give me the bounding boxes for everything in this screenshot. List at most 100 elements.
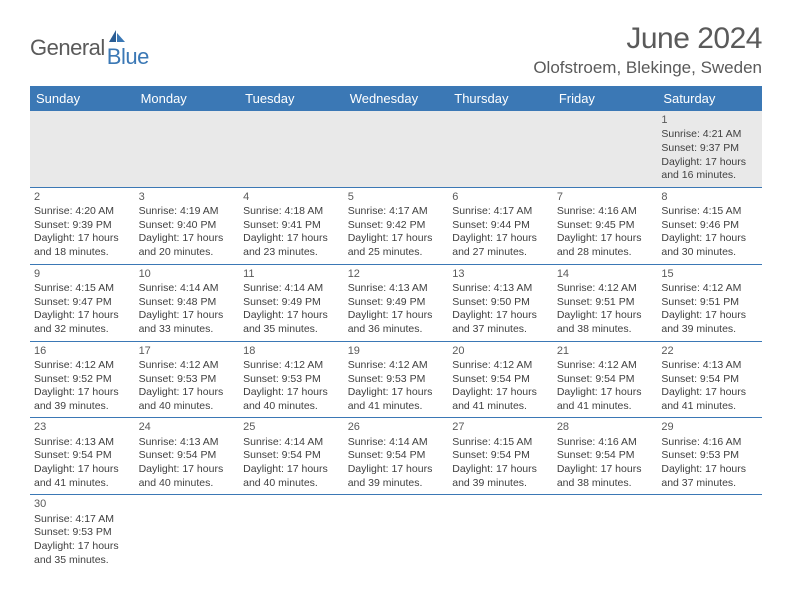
day-info-line: and 18 minutes. [34,246,131,260]
dayname-friday: Friday [553,86,658,111]
day-info-line: Daylight: 17 hours [34,463,131,477]
day-info-line: Sunrise: 4:15 AM [452,436,549,450]
calendar-cell: 2Sunrise: 4:20 AMSunset: 9:39 PMDaylight… [30,187,135,264]
day-number: 14 [557,267,654,281]
day-info-line: Daylight: 17 hours [139,463,236,477]
calendar-cell [344,111,449,187]
day-number: 16 [34,344,131,358]
day-info-line: Daylight: 17 hours [34,540,131,554]
location: Olofstroem, Blekinge, Sweden [533,58,762,78]
dayname-sunday: Sunday [30,86,135,111]
day-info-line: Sunset: 9:51 PM [661,296,758,310]
calendar-cell [239,495,344,571]
day-number: 1 [661,113,758,127]
day-number: 17 [139,344,236,358]
day-number: 21 [557,344,654,358]
day-info-line: Sunrise: 4:17 AM [452,205,549,219]
day-info-line: Sunrise: 4:15 AM [661,205,758,219]
day-info-line: and 40 minutes. [243,477,340,491]
day-info-line: Sunset: 9:44 PM [452,219,549,233]
day-info-line: Daylight: 17 hours [34,386,131,400]
calendar-cell: 12Sunrise: 4:13 AMSunset: 9:49 PMDayligh… [344,264,449,341]
calendar-cell: 16Sunrise: 4:12 AMSunset: 9:52 PMDayligh… [30,341,135,418]
day-info-line: Daylight: 17 hours [243,386,340,400]
calendar-cell: 17Sunrise: 4:12 AMSunset: 9:53 PMDayligh… [135,341,240,418]
day-info-line: and 41 minutes. [661,400,758,414]
day-info-line: Daylight: 17 hours [348,309,445,323]
day-info-line: Sunrise: 4:12 AM [661,282,758,296]
day-info-line: Daylight: 17 hours [243,309,340,323]
calendar-row: 23Sunrise: 4:13 AMSunset: 9:54 PMDayligh… [30,418,762,495]
calendar-row: 1Sunrise: 4:21 AMSunset: 9:37 PMDaylight… [30,111,762,187]
day-info-line: Sunrise: 4:12 AM [557,282,654,296]
day-info-line: Sunset: 9:53 PM [139,373,236,387]
day-number: 18 [243,344,340,358]
day-info-line: Daylight: 17 hours [348,463,445,477]
month-title: June 2024 [533,22,762,56]
day-info-line: and 40 minutes. [139,400,236,414]
calendar-cell: 25Sunrise: 4:14 AMSunset: 9:54 PMDayligh… [239,418,344,495]
day-info-line: Sunrise: 4:16 AM [557,205,654,219]
day-info-line: Daylight: 17 hours [139,386,236,400]
day-info-line: Sunset: 9:42 PM [348,219,445,233]
day-number: 13 [452,267,549,281]
day-info-line: Sunrise: 4:20 AM [34,205,131,219]
day-info-line: Sunset: 9:53 PM [243,373,340,387]
day-info-line: and 39 minutes. [452,477,549,491]
day-info-line: Sunset: 9:49 PM [348,296,445,310]
day-info-line: Sunset: 9:54 PM [557,449,654,463]
day-number: 27 [452,420,549,434]
day-number: 8 [661,190,758,204]
day-info-line: Sunset: 9:54 PM [243,449,340,463]
day-number: 20 [452,344,549,358]
calendar-cell: 6Sunrise: 4:17 AMSunset: 9:44 PMDaylight… [448,187,553,264]
dayname-saturday: Saturday [657,86,762,111]
calendar-cell [553,111,658,187]
calendar-cell: 7Sunrise: 4:16 AMSunset: 9:45 PMDaylight… [553,187,658,264]
day-info-line: Sunrise: 4:17 AM [348,205,445,219]
day-info-line: Sunrise: 4:13 AM [34,436,131,450]
day-number: 22 [661,344,758,358]
day-info-line: Daylight: 17 hours [139,309,236,323]
calendar-table: Sunday Monday Tuesday Wednesday Thursday… [30,86,762,571]
calendar-cell [448,111,553,187]
day-info-line: and 28 minutes. [557,246,654,260]
day-number: 26 [348,420,445,434]
calendar-cell [239,111,344,187]
day-info-line: Daylight: 17 hours [661,309,758,323]
calendar-row: 2Sunrise: 4:20 AMSunset: 9:39 PMDaylight… [30,187,762,264]
day-number: 28 [557,420,654,434]
day-number: 29 [661,420,758,434]
day-info-line: and 41 minutes. [452,400,549,414]
calendar-cell: 13Sunrise: 4:13 AMSunset: 9:50 PMDayligh… [448,264,553,341]
day-info-line: Daylight: 17 hours [348,232,445,246]
day-info-line: Daylight: 17 hours [34,232,131,246]
day-info-line: Daylight: 17 hours [243,232,340,246]
day-number: 12 [348,267,445,281]
calendar-cell: 22Sunrise: 4:13 AMSunset: 9:54 PMDayligh… [657,341,762,418]
day-info-line: Sunrise: 4:12 AM [557,359,654,373]
day-info-line: and 36 minutes. [348,323,445,337]
calendar-row: 16Sunrise: 4:12 AMSunset: 9:52 PMDayligh… [30,341,762,418]
dayname-monday: Monday [135,86,240,111]
day-info-line: Sunrise: 4:14 AM [243,282,340,296]
day-info-line: Daylight: 17 hours [348,386,445,400]
day-info-line: and 20 minutes. [139,246,236,260]
day-info-line: and 39 minutes. [34,400,131,414]
day-info-line: Sunrise: 4:18 AM [243,205,340,219]
dayname-tuesday: Tuesday [239,86,344,111]
day-info-line: Sunset: 9:41 PM [243,219,340,233]
day-number: 11 [243,267,340,281]
calendar-cell [135,111,240,187]
day-number: 25 [243,420,340,434]
day-info-line: and 33 minutes. [139,323,236,337]
day-info-line: Sunrise: 4:15 AM [34,282,131,296]
day-info-line: Sunset: 9:45 PM [557,219,654,233]
day-info-line: Sunset: 9:54 PM [34,449,131,463]
day-info-line: Sunset: 9:54 PM [661,373,758,387]
day-info-line: and 40 minutes. [139,477,236,491]
day-info-line: and 23 minutes. [243,246,340,260]
day-info-line: Sunset: 9:54 PM [557,373,654,387]
calendar-cell: 21Sunrise: 4:12 AMSunset: 9:54 PMDayligh… [553,341,658,418]
day-info-line: Daylight: 17 hours [557,232,654,246]
